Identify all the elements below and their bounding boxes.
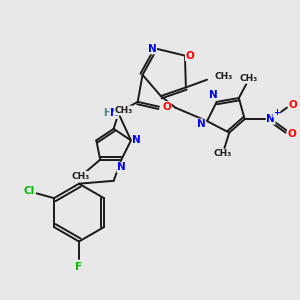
Text: O: O bbox=[288, 100, 297, 110]
Text: N: N bbox=[132, 135, 141, 146]
Text: H: H bbox=[103, 108, 111, 118]
Text: CH₃: CH₃ bbox=[215, 72, 233, 81]
Text: CH₃: CH₃ bbox=[72, 172, 90, 181]
Text: N: N bbox=[148, 44, 157, 54]
Text: N: N bbox=[117, 162, 126, 172]
Text: O: O bbox=[162, 102, 171, 112]
Text: CH₃: CH₃ bbox=[213, 149, 232, 158]
Text: F: F bbox=[75, 262, 82, 272]
Text: N: N bbox=[209, 90, 218, 100]
Text: Cl: Cl bbox=[23, 186, 34, 197]
Text: CH₃: CH₃ bbox=[239, 74, 258, 83]
Text: N: N bbox=[110, 108, 118, 118]
Text: N: N bbox=[266, 114, 275, 124]
Text: O: O bbox=[287, 129, 296, 139]
Text: N: N bbox=[197, 119, 206, 129]
Text: O: O bbox=[185, 51, 194, 61]
Text: CH₃: CH₃ bbox=[114, 106, 132, 115]
Text: +: + bbox=[273, 108, 280, 117]
Text: ⁻: ⁻ bbox=[298, 94, 300, 104]
